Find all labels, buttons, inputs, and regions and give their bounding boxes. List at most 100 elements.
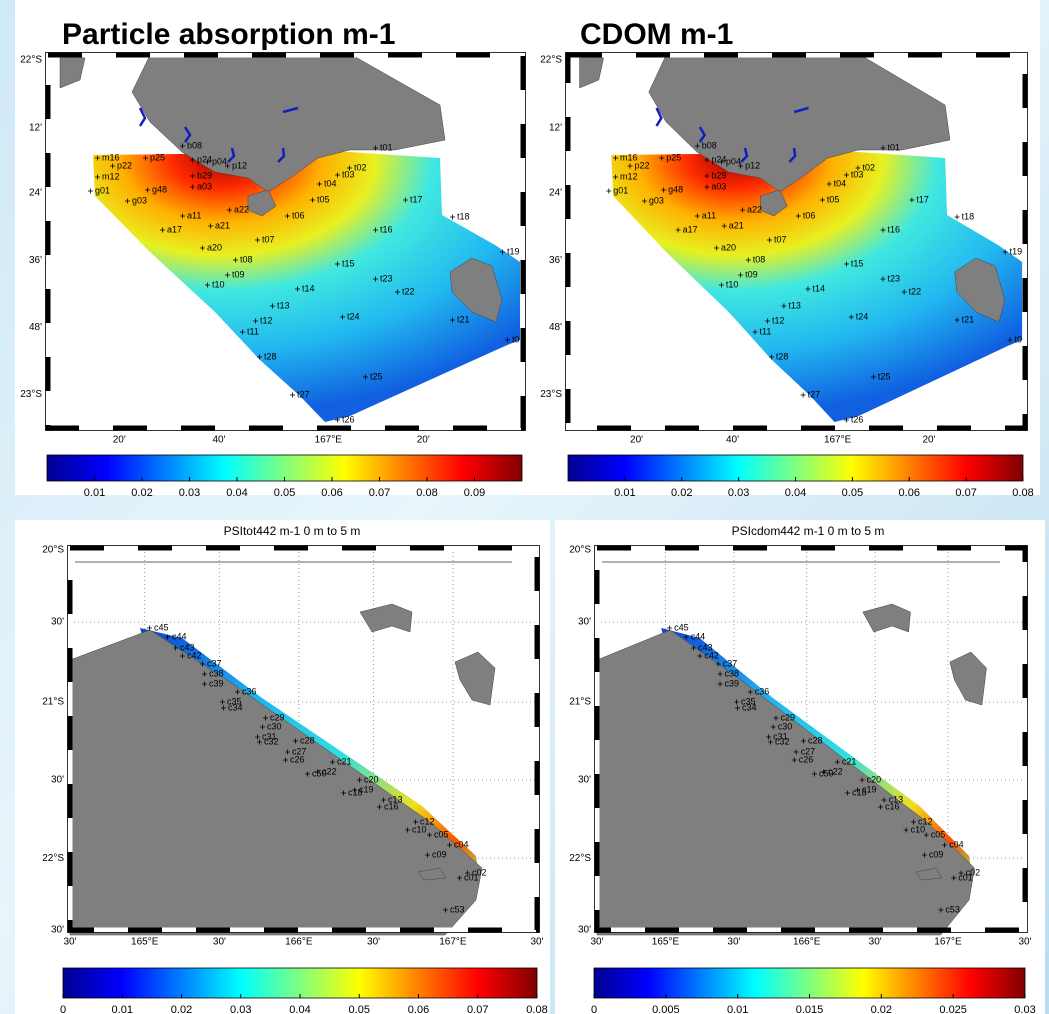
station-marker	[694, 213, 700, 219]
station-label: m12	[620, 171, 638, 181]
colorbar-tick-label: 0.03	[179, 487, 200, 499]
station-label: g01	[95, 185, 110, 195]
station-marker	[200, 661, 205, 667]
station-label: c38	[725, 668, 740, 678]
station-marker	[190, 157, 195, 163]
lat-label: 23°S	[540, 389, 562, 400]
station-label: c39	[725, 678, 740, 688]
river	[698, 126, 707, 143]
station-marker	[795, 213, 801, 219]
station-label: t27	[297, 389, 310, 399]
lon-label: 167°E	[315, 435, 343, 446]
station-label: t28	[776, 351, 789, 361]
land	[954, 257, 1006, 323]
river	[793, 106, 809, 114]
station-marker	[147, 625, 152, 631]
station-label: c43	[698, 642, 713, 652]
station-marker	[721, 223, 727, 229]
colorbar-tick-label: 0.04	[289, 1004, 310, 1014]
station-label: c21	[337, 756, 352, 766]
station-label: t07	[774, 234, 787, 244]
station-marker	[704, 184, 710, 190]
station-marker	[1007, 337, 1013, 343]
station-label: c10	[911, 824, 926, 834]
lat-label: 12'	[29, 123, 42, 134]
station-label: t16	[380, 224, 393, 234]
station-label: t22	[402, 286, 415, 296]
station-marker	[718, 159, 724, 165]
station-marker	[450, 317, 455, 323]
lon-label: 20'	[113, 435, 126, 446]
station-marker	[767, 739, 773, 745]
station-label: c20	[364, 774, 379, 784]
map-frame	[67, 545, 540, 933]
station-marker	[180, 213, 185, 219]
station-label: t27	[808, 389, 821, 399]
station-marker	[330, 759, 335, 765]
station-label: p04	[726, 156, 741, 166]
river	[655, 107, 663, 127]
station-marker	[352, 787, 357, 793]
station-label: t17	[410, 194, 423, 204]
station-label: t18	[457, 211, 470, 221]
station-label: c02	[472, 867, 487, 877]
station-marker	[145, 187, 150, 193]
station-label: t13	[277, 300, 290, 310]
station-label: t04	[324, 178, 337, 188]
panel-title: CDOM m-1	[580, 18, 733, 51]
station-marker	[800, 738, 806, 744]
station-marker	[667, 625, 673, 631]
station-marker	[208, 223, 213, 229]
station-label: c35	[227, 696, 242, 706]
station-label: t23	[380, 273, 393, 283]
lon-label: 20'	[923, 435, 936, 446]
station-marker	[765, 318, 771, 324]
station-label: c12	[420, 816, 435, 826]
map-frame	[45, 52, 526, 431]
station-label: c19	[359, 784, 374, 794]
lon-label: 166°E	[793, 937, 821, 948]
map-frame	[565, 52, 1028, 431]
colorbar-tick-label: 0.07	[467, 1004, 488, 1014]
station-label: t10	[726, 279, 739, 289]
station-label: c26	[799, 754, 814, 764]
station-label: t12	[772, 315, 785, 325]
colorbar-tick-label: 0.08	[526, 1004, 547, 1014]
station-marker	[443, 907, 448, 913]
station-label: c50	[819, 768, 834, 778]
station-label: c29	[270, 712, 285, 722]
station-marker	[942, 842, 948, 848]
station-label: c35	[741, 696, 756, 706]
station-marker	[180, 653, 185, 659]
station-marker	[285, 213, 290, 219]
station-marker	[641, 198, 647, 204]
station-label: c44	[172, 631, 187, 641]
station-label: c30	[267, 721, 282, 731]
colorbar-tick-label: 0.05	[274, 487, 295, 499]
station-marker	[233, 257, 238, 263]
station-label: m12	[102, 171, 120, 181]
station-marker	[843, 417, 849, 423]
colorbar-tick-label: 0.015	[796, 1004, 824, 1014]
station-label: c13	[889, 794, 904, 804]
station-label: t28	[264, 351, 277, 361]
station-label: c18	[852, 787, 867, 797]
station-marker	[859, 777, 865, 783]
station-marker	[377, 804, 382, 810]
station-label: c13	[388, 794, 403, 804]
station-marker	[285, 749, 290, 755]
station-label: c09	[432, 849, 447, 859]
station-marker	[293, 738, 298, 744]
station-marker	[715, 661, 721, 667]
station-label: b08	[702, 140, 717, 150]
colorbar-tick-label: 0.02	[671, 487, 692, 499]
station-marker	[826, 181, 832, 187]
colorbar-tick-label: 0.02	[171, 1004, 192, 1014]
lon-label: 40'	[726, 435, 739, 446]
station-marker	[340, 314, 345, 320]
station-marker	[675, 227, 681, 233]
station-label: p12	[232, 160, 247, 170]
